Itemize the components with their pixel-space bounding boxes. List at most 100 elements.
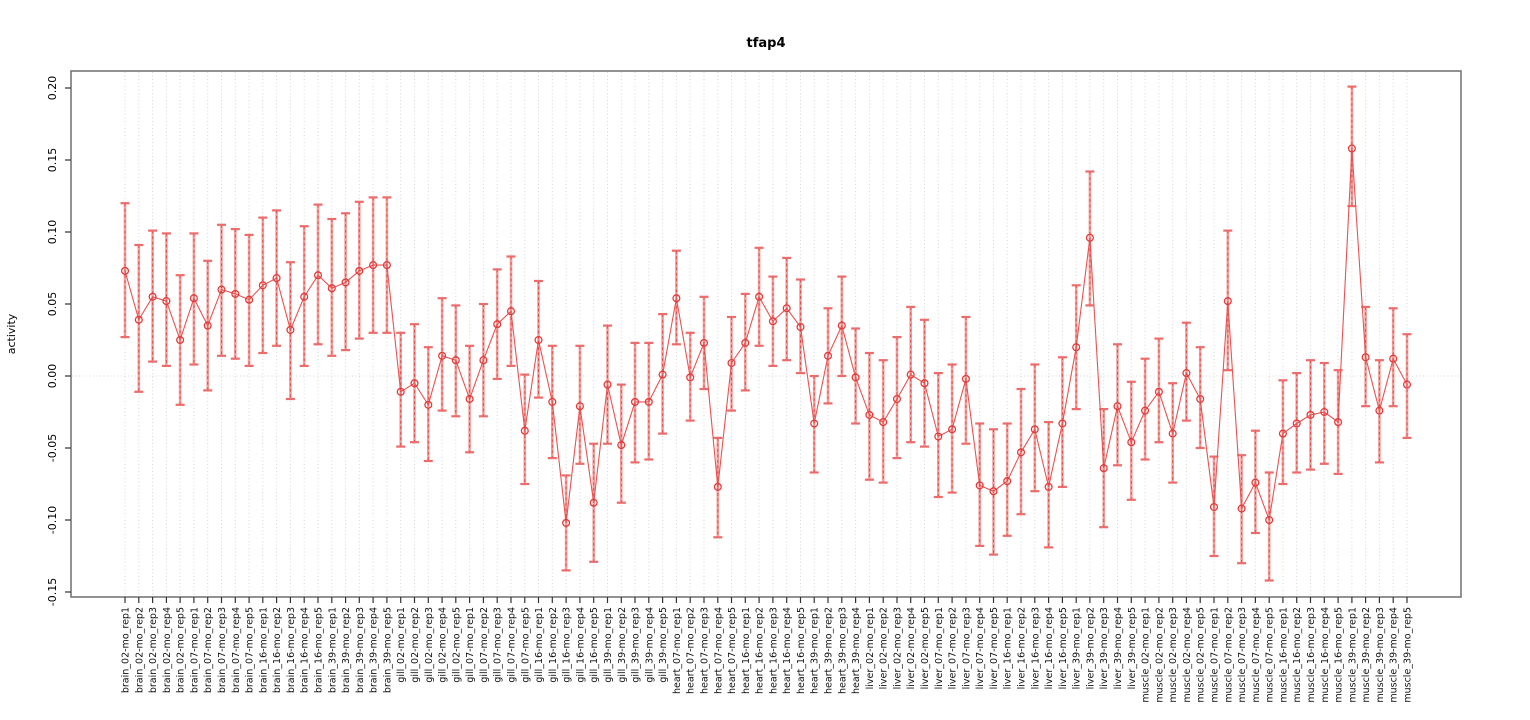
data-point <box>975 481 984 490</box>
data-point <box>355 266 364 275</box>
data-point <box>148 292 157 301</box>
data-point <box>837 321 846 330</box>
x-tick-label: liver_16-mo_rep4 <box>1044 607 1055 689</box>
data-point <box>1237 504 1246 513</box>
data-point <box>617 441 626 450</box>
x-tick-label: heart_07-mo_rep3 <box>700 607 711 694</box>
data-point <box>851 373 860 382</box>
data-point <box>1361 353 1370 362</box>
x-tick-label: brain_39-mo_rep4 <box>369 607 380 693</box>
x-tick-label: brain_02-mo_rep1 <box>121 607 132 693</box>
data-point <box>1030 425 1039 434</box>
x-tick-label: liver_02-mo_rep1 <box>865 607 876 689</box>
data-point <box>768 317 777 326</box>
data-point <box>1306 410 1315 419</box>
y-tick-label: -0.10 <box>46 506 59 534</box>
data-point <box>589 498 598 507</box>
x-tick-label: muscle_39-mo_rep1 <box>1347 607 1358 703</box>
x-tick-label: brain_39-mo_rep1 <box>327 607 338 693</box>
data-point <box>713 482 722 491</box>
x-tick-label: heart_16-mo_rep5 <box>796 607 807 694</box>
x-tick-label: gill_02-mo_rep2 <box>410 607 421 683</box>
data-point <box>727 358 736 368</box>
x-tick-label: muscle_07-mo_rep5 <box>1265 607 1276 703</box>
chart-title: tfap4 <box>747 36 786 51</box>
y-tick-label: -0.15 <box>46 578 59 606</box>
data-point <box>176 335 185 345</box>
data-point <box>534 335 543 345</box>
x-tick-label: liver_07-mo_rep2 <box>948 607 959 689</box>
data-point <box>1099 464 1108 473</box>
data-point <box>272 274 281 283</box>
x-tick-label: liver_02-mo_rep3 <box>893 607 904 689</box>
x-tick-label: liver_07-mo_rep4 <box>975 607 986 689</box>
x-tick-label: gill_39-mo_rep5 <box>658 607 669 683</box>
x-tick-label: gill_07-mo_rep1 <box>465 607 476 683</box>
x-tick-label: brain_07-mo_rep1 <box>189 607 200 693</box>
x-tick-label: heart_39-mo_rep3 <box>837 607 848 694</box>
x-tick-label: gill_02-mo_rep4 <box>438 607 449 683</box>
data-point <box>1016 448 1026 457</box>
x-tick-label: gill_07-mo_rep4 <box>507 607 518 683</box>
data-point <box>1196 394 1205 404</box>
x-tick-label: heart_07-mo_rep4 <box>713 607 724 694</box>
x-tick-label: muscle_39-mo_rep5 <box>1403 607 1414 703</box>
data-point <box>1209 502 1219 512</box>
data-point <box>1278 429 1287 438</box>
x-tick-label: heart_07-mo_rep5 <box>727 607 738 694</box>
y-tick-label: 0.15 <box>46 148 59 173</box>
data-point <box>603 380 612 389</box>
x-tick-label: muscle_07-mo_rep2 <box>1223 607 1234 703</box>
data-point <box>741 338 750 347</box>
x-tick-label: brain_02-mo_rep3 <box>148 607 159 693</box>
data-point <box>493 320 502 329</box>
data-point <box>451 356 460 365</box>
x-tick-label: brain_16-mo_rep3 <box>286 607 297 693</box>
data-point <box>410 379 419 388</box>
data-point <box>865 410 874 419</box>
data-point <box>823 351 833 360</box>
data-point <box>286 325 295 334</box>
x-tick-label: brain_39-mo_rep5 <box>382 607 393 693</box>
data-point <box>1347 144 1356 153</box>
y-axis-label: activity <box>5 313 18 354</box>
data-point <box>120 266 130 275</box>
x-tick-label: heart_16-mo_rep4 <box>782 607 793 694</box>
x-tick-label: heart_39-mo_rep1 <box>810 607 821 694</box>
x-tick-label: brain_07-mo_rep4 <box>231 607 242 693</box>
data-point <box>189 294 198 303</box>
data-point <box>1182 369 1191 378</box>
data-point <box>562 518 571 527</box>
x-tick-label: liver_16-mo_rep2 <box>1017 607 1028 689</box>
y-tick-label: 0.10 <box>46 220 59 245</box>
data-point <box>465 394 474 404</box>
x-tick-label: heart_39-mo_rep2 <box>824 607 835 694</box>
y-tick-label: 0.05 <box>46 292 59 317</box>
data-point <box>1003 477 1012 486</box>
data-point <box>1251 478 1260 487</box>
data-point <box>369 261 378 270</box>
data-point <box>879 418 888 427</box>
x-tick-label: liver_07-mo_rep3 <box>961 607 972 689</box>
data-point <box>1389 354 1398 363</box>
x-tick-label: muscle_16-mo_rep3 <box>1306 607 1317 703</box>
x-tick-label: brain_39-mo_rep3 <box>355 607 366 693</box>
x-tick-label: gill_02-mo_rep5 <box>451 607 462 683</box>
data-point <box>134 315 143 324</box>
x-tick-label: brain_07-mo_rep5 <box>245 607 256 693</box>
data-point <box>438 351 447 360</box>
data-point <box>961 374 970 383</box>
x-tick-label: muscle_16-mo_rep2 <box>1292 607 1303 703</box>
x-tick-label: gill_39-mo_rep3 <box>631 607 642 683</box>
y-tick-label: -0.05 <box>46 434 59 462</box>
x-tick-label: muscle_16-mo_rep1 <box>1278 607 1289 703</box>
data-point <box>1154 387 1163 396</box>
data-point <box>658 370 667 379</box>
data-point <box>245 295 254 304</box>
data-point <box>382 261 391 270</box>
data-point <box>162 297 171 306</box>
x-tick-label: heart_39-mo_rep4 <box>851 607 862 694</box>
x-tick-label: brain_16-mo_rep1 <box>258 607 269 693</box>
